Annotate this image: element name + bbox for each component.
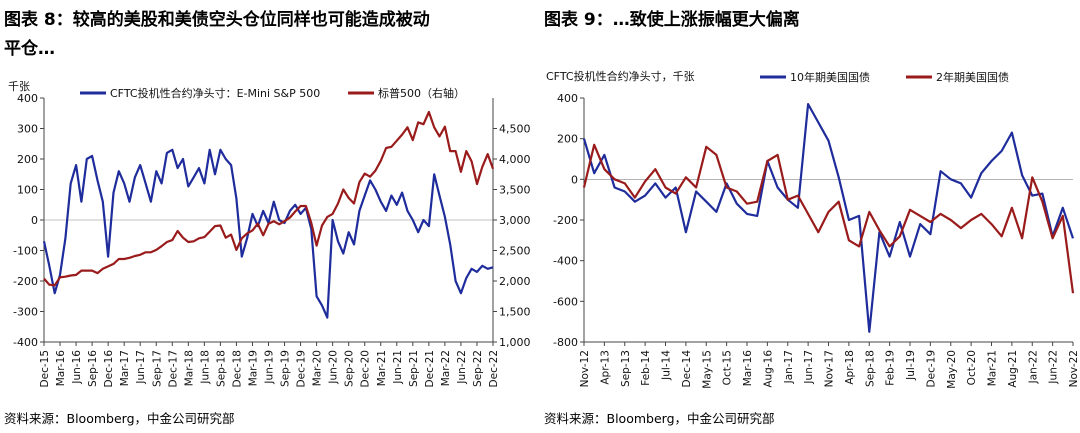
x-tick-label: Dec-20 [360, 350, 372, 387]
x-tick-label: Mar-21 [987, 350, 999, 386]
x-tick-label: Dec-14 [681, 350, 693, 388]
x-tick-label: Apr-18 [844, 350, 856, 385]
right-chart-svg: -800 -600 -400 -200 0 200 400 Nov-12 Apr-13 Sep-1… [546, 69, 1080, 389]
x-tick-label: Jun-20 [328, 350, 340, 385]
figure-title-line1: 图表 8：较高的美股和美债空头仓位同样也可能造成被动 [4, 10, 430, 30]
x-tick-label: Mar-16 [742, 350, 754, 387]
x-tick-label: Jun-21 [392, 350, 404, 385]
x-tick-label: Sep-13 [620, 350, 632, 387]
x-tick-label: Mar-18 [183, 350, 195, 386]
x-tick-label: Sep-22 [472, 350, 484, 387]
x-tick-label: Sep-17 [151, 350, 163, 387]
x-tick-label: Jan-17 [783, 350, 795, 384]
x-tick-label: Dec-16 [103, 350, 115, 388]
figure-title-line2: 平仓… [4, 39, 55, 59]
x-tick-label: Aug-16 [762, 350, 774, 388]
x-tick-label: Jun-16 [71, 350, 83, 385]
series-line-1 [42, 148, 494, 319]
x-tick-label: Sep-20 [344, 350, 356, 387]
y-tick-label-left: 0 [31, 214, 38, 227]
x-tick-label: Sep-19 [280, 350, 292, 387]
y-tick-label-right: 2,000 [499, 275, 531, 288]
x-tick-label: Nov-12 [579, 350, 591, 387]
x-tick-label: Dec-19 [925, 350, 937, 387]
source-note: 资料来源：Bloomberg，中金公司研究部 [544, 411, 775, 426]
chart-panel-left: 图表 8：较高的美股和美债空头仓位同样也可能造成被动 平仓… -400 -300-… [0, 0, 535, 433]
series-line-1 [582, 102, 1075, 333]
x-tick-label: May-15 [701, 350, 713, 389]
x-tick-label: Jun-19 [264, 350, 276, 385]
x-tick-label: Jun-18 [199, 350, 211, 385]
x-tick-label: Nov-17 [824, 350, 836, 387]
x-tick-label: Oct-15 [722, 350, 734, 385]
x-tick-label: Mar-17 [119, 350, 131, 386]
y-tick-label-left: 100 [17, 184, 38, 197]
y-tick-label-right: 2,500 [499, 245, 531, 258]
y-tick-label-left: 200 [557, 133, 578, 146]
y-tick-label-left: 200 [17, 153, 38, 166]
x-tick-label: Dec-22 [488, 350, 500, 387]
x-tick-label: Jun-17 [135, 350, 147, 385]
unit-label: CFTC投机性合约净头寸，千张 [546, 69, 695, 83]
x-tick-label: Aug-21 [1007, 350, 1019, 388]
x-tick-label: Jul-19 [905, 350, 917, 381]
x-tick-label: Oct-20 [966, 350, 978, 385]
y-tick-label-left: -400 [553, 255, 578, 268]
y-tick-label-left: -800 [553, 336, 578, 349]
figure-title: 图表 8：较高的美股和美债空头仓位同样也可能造成被动 平仓… [4, 6, 532, 64]
source-note: 资料来源：Bloomberg，中金公司研究部 [4, 411, 235, 426]
series-line-2 [43, 110, 495, 287]
y-tick-label-left: -600 [553, 295, 578, 308]
x-tick-label: Feb-14 [640, 350, 652, 386]
y-tick-label-left: 400 [557, 92, 578, 105]
y-tick-label-left: -300 [13, 306, 38, 319]
figure-title-line1: 图表 9：…致使上涨振幅更大偏离 [544, 10, 800, 30]
legend-label: 标普500（右轴） [378, 86, 465, 100]
series-line-2 [582, 143, 1075, 294]
x-tick-label: Jun-22 [456, 350, 468, 385]
y-tick-label-left: -400 [13, 336, 38, 349]
x-tick-label: Sep-16 [87, 350, 99, 387]
x-tick-label: Jul-14 [661, 350, 673, 381]
x-tick-label: Dec-15 [39, 350, 51, 387]
y-tick-label-left: -200 [13, 275, 38, 288]
y-tick-label-left: -100 [13, 245, 38, 258]
x-tick-label: Mar-21 [376, 350, 388, 386]
left-chart-svg: -400 -300 -200 -100 0 100 200 300 400 1,000 1,500 2… [8, 80, 531, 388]
x-tick-label: Sep-18 [864, 350, 876, 387]
legend-label: 2年期美国国债 [936, 70, 1009, 84]
y-tick-label-right: 1,500 [499, 306, 531, 319]
legend-label: CFTC投机性合约净头寸：E-Mini S&P 500 [110, 86, 320, 100]
x-tick-label: Mar-19 [247, 350, 259, 386]
x-tick-label: Dec-21 [424, 350, 436, 387]
x-tick-label: Feb-19 [885, 350, 897, 386]
x-tick-label: Dec-17 [167, 350, 179, 387]
y-tick-label-left: 300 [17, 123, 38, 136]
x-tick-label: Dec-18 [231, 350, 243, 387]
chart-panel-right: 图表 9：…致使上涨振幅更大偏离 -800 -600 -400 -200 0 200 400… [540, 0, 1080, 433]
x-tick-label: Sep-21 [408, 350, 420, 387]
legend-label: 10年期美国国债 [790, 70, 870, 84]
x-tick-label: Mar-22 [440, 350, 452, 386]
y-tick-label-right: 3,000 [499, 214, 531, 227]
x-tick-label: Nov-22 [1068, 350, 1080, 387]
x-tick-label: Sep-18 [215, 350, 227, 387]
y-tick-label-left: -200 [553, 214, 578, 227]
x-tick-label: Jan-22 [1027, 350, 1039, 384]
x-tick-label: Mar-16 [55, 350, 67, 387]
y-tick-label-left: 0 [571, 173, 578, 186]
x-tick-label: May-20 [946, 350, 958, 389]
y-tick-label-right: 4,500 [499, 123, 531, 136]
x-tick-label: Mar-20 [312, 350, 324, 386]
y-tick-label-left: 400 [17, 92, 38, 105]
x-tick-label: Jun-22 [1048, 350, 1060, 385]
y-tick-label-right: 3,500 [499, 184, 531, 197]
x-tick-label: Dec-19 [296, 350, 308, 387]
x-tick-label: Apr-13 [599, 350, 611, 385]
figure-title: 图表 9：…致使上涨振幅更大偏离 [544, 6, 1072, 35]
y-tick-label-right: 4,000 [499, 153, 531, 166]
unit-label: 千张 [8, 80, 30, 93]
x-tick-label: Jun-17 [803, 350, 815, 385]
y-tick-label-right: 1,000 [499, 336, 531, 349]
